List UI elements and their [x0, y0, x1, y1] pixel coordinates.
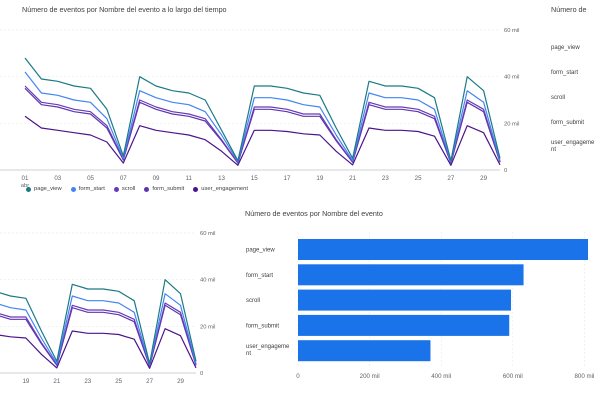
x-tick-label: 17 — [284, 175, 291, 182]
x-tick-label: 29 — [480, 175, 487, 182]
x-tick-label: 09 — [153, 175, 160, 182]
x-tick-label: 25 — [115, 378, 122, 385]
legend-dot-icon — [144, 186, 150, 192]
legend-label: form_submit — [152, 186, 185, 192]
legend-dot-icon — [113, 186, 119, 192]
legend-label: form_start — [78, 186, 105, 192]
bar-category-label: form_start — [246, 273, 273, 279]
x-tick-label: 15 — [251, 175, 258, 182]
side-panel-label: form_start — [551, 70, 579, 76]
legend-label: user_engagement — [201, 186, 248, 192]
series-line-form_submit — [24, 87, 501, 164]
series-line-page_view — [0, 279, 197, 365]
series-line-form_start — [24, 71, 501, 163]
y-tick-label: 20 mil — [200, 324, 215, 330]
legend-dot-icon — [193, 186, 199, 192]
x-tick-label: 03 — [54, 175, 61, 182]
y-tick-label: 0 — [200, 371, 203, 377]
side-panel-label: user_engageme nt — [551, 140, 595, 153]
series-line-scroll — [24, 85, 501, 164]
bar-1 — [298, 264, 524, 286]
series-line-scroll — [0, 302, 197, 367]
bar-category-label: page_view — [246, 248, 275, 254]
legend-label: scroll — [121, 186, 136, 192]
x-tick-label: 19 — [22, 378, 29, 385]
bar-category-label: user_engageme — [246, 344, 290, 350]
bar-category-label: nt — [246, 351, 251, 357]
legend-dot-icon — [70, 186, 76, 192]
x-sub-label: abr — [21, 183, 29, 189]
bar-4 — [298, 340, 431, 362]
line-chart-main: 60 mil 40 mil 20 mil 0 01 03 05 07 09 11 13 15 17 19 2… — [0, 28, 519, 189]
legend-dot-icon — [26, 186, 31, 192]
legend-item-form_start[interactable]: form_start — [70, 186, 105, 192]
legend-item-scroll[interactable]: scroll — [113, 186, 136, 192]
bar-x-tick-label: 0 — [296, 373, 300, 380]
x-tick-label: 13 — [218, 175, 225, 182]
y-tick-label: 40 mil — [200, 278, 215, 284]
series-line-form_start — [0, 293, 197, 366]
series-line-user_engagement — [24, 115, 501, 166]
x-tick-label: 21 — [349, 175, 356, 182]
side-panel-label: form_submit — [551, 120, 585, 126]
bar-x-tick-label: 400 mil — [431, 373, 451, 380]
legend-item-user_engagement[interactable]: user_engagement — [193, 186, 248, 192]
side-panel-label: page_view — [551, 45, 580, 51]
bar-x-tick-label: 600 mil — [503, 373, 523, 380]
line-chart-legend: page_view form_start scroll form_submit user… — [26, 186, 248, 192]
x-tick-label: 05 — [87, 175, 94, 182]
x-tick-label: 21 — [53, 378, 60, 385]
y-tick-label: 0 — [504, 168, 507, 174]
x-tick-label: 11 — [186, 175, 193, 182]
legend-item-form_submit[interactable]: form_submit — [144, 186, 184, 192]
bar-3 — [298, 314, 510, 336]
bar-2 — [298, 289, 512, 311]
bar-x-tick-label: 800 mil — [574, 373, 594, 380]
bar-0 — [298, 239, 588, 260]
y-tick-label: 60 mil — [504, 28, 519, 34]
x-tick-label: 19 — [316, 175, 323, 182]
legend-label: page_view — [34, 186, 62, 192]
bar-chart-title: Número de eventos por Nombre del evento — [245, 209, 383, 218]
x-tick-label: 07 — [120, 175, 127, 182]
x-tick-label: 27 — [146, 378, 153, 385]
bar-x-tick-label: 200 mil — [360, 373, 380, 380]
x-tick-label: 23 — [382, 175, 389, 182]
y-tick-label: 60 mil — [200, 231, 215, 237]
bar-category-label: scroll — [246, 298, 260, 304]
x-tick-label: 23 — [84, 378, 91, 385]
series-line-user_engagement — [0, 328, 197, 369]
x-tick-label: 01 — [22, 175, 29, 182]
line-chart-secondary: 60 mil 40 mil 20 mil 0 19 21 23 25 27 29 — [0, 231, 215, 385]
side-panel-label: scroll — [551, 95, 566, 101]
y-tick-label: 20 mil — [504, 121, 519, 127]
x-tick-label: 27 — [447, 175, 454, 182]
x-tick-label: 25 — [415, 175, 422, 182]
line-chart-title: Número de eventos por Nombre del evento … — [22, 5, 227, 14]
legend-item-page_view[interactable]: page_view — [26, 186, 62, 192]
bar-category-label: form_submit — [246, 323, 279, 329]
x-tick-label: 29 — [177, 378, 184, 385]
side-panel-title: Número de — [551, 5, 587, 14]
y-tick-label: 40 mil — [504, 75, 519, 81]
series-line-page_view — [24, 57, 501, 162]
